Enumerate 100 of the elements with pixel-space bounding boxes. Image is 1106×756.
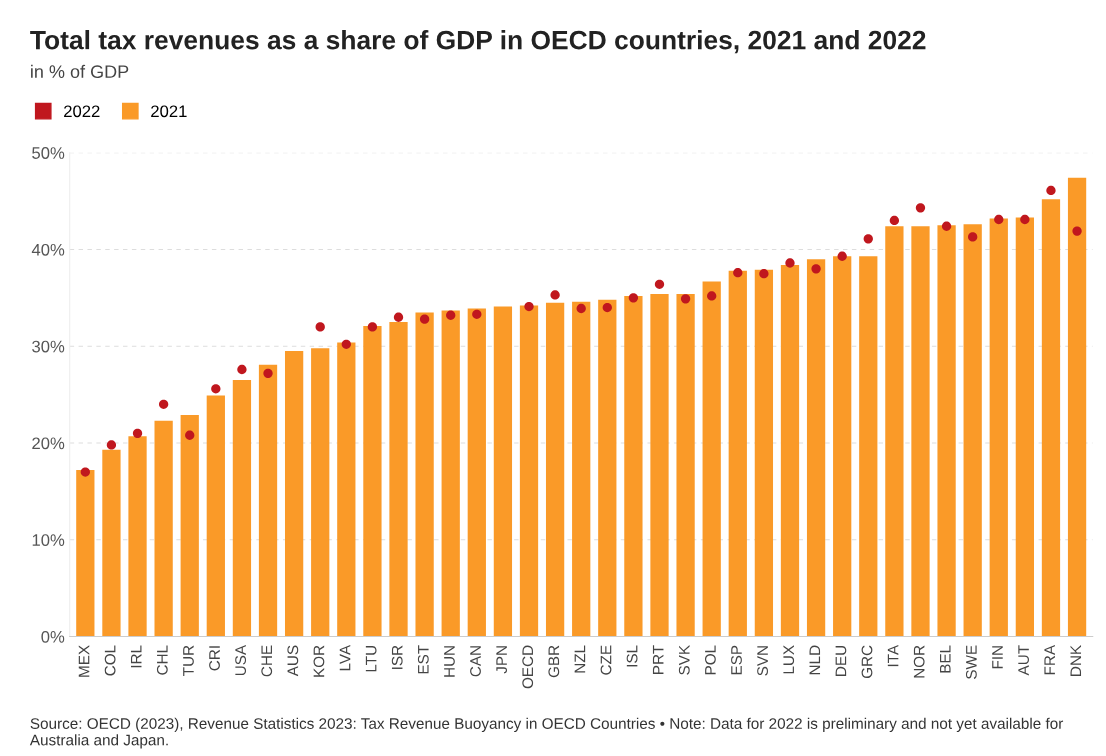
bar [754,269,774,637]
point [811,264,821,274]
bar [493,306,513,637]
x-tick-label: KOR [313,645,325,677]
bar [363,325,382,637]
point [889,215,900,226]
y-tick-label: 50% [32,147,65,159]
x-tick-label: CHE [261,645,273,677]
bar [963,224,982,637]
point [132,428,143,438]
point [341,339,351,349]
source-note: Source: OECD (2023), Revenue Statistics 2023: Tax Revenue Buoyancy in OECD Countries • Note: Data for 2022 is preliminary and not yet available for Australia and Japan. [29,717,1064,749]
x-tick-label: IRL [130,645,142,668]
y-tick-label: 20% [32,437,65,450]
point [237,364,247,375]
x-tick-label: DNK [1070,645,1082,676]
point [628,293,639,303]
point [707,291,717,301]
bar [650,293,669,637]
bar [885,226,904,637]
x-tick-label: SVN [757,646,768,676]
point [315,322,325,332]
bar [76,470,95,637]
bar [311,348,330,637]
point [80,467,90,477]
x-tick-label: SWE [965,645,977,679]
x-tick-label: POL [704,645,716,675]
chart-subtitle: in % of GDP [31,64,129,79]
point [106,440,117,450]
bar [624,295,643,637]
x-tick-label: MEX [78,645,90,677]
bar [441,310,460,637]
bar [232,380,252,637]
x-tick-label: LTU [365,646,377,672]
x-tick-label: FIN [992,646,1003,669]
point [680,294,691,304]
x-tick-label: CAN [470,646,481,677]
bar [572,301,591,637]
point [446,310,456,320]
bar [519,305,539,637]
point [211,384,221,394]
x-tick-label: ISR [391,645,403,669]
bar [206,395,225,637]
x-tick-label: NZL [574,645,586,673]
x-tick-label: COL [104,645,116,676]
bar [154,420,173,637]
point [1046,185,1056,196]
point [393,312,404,322]
point [472,309,482,319]
bar [180,414,199,637]
bar [780,264,800,637]
x-tick-label: LVA [339,644,351,671]
x-tick-label: NOR [913,645,925,678]
bar [833,256,852,637]
x-tick-label: EST [417,645,429,674]
point [602,302,612,313]
bar [598,299,617,637]
bar [415,312,434,637]
x-tick-label: GRC [861,645,873,679]
x-tick-label: AUS [287,645,299,677]
point [367,322,378,332]
point [968,232,978,242]
x-tick-label: JPN [496,646,508,674]
legend-label: 2021 [151,105,187,118]
x-tick-label: BEL [940,645,951,673]
point [158,399,169,409]
bar [1067,177,1087,637]
bar [859,256,878,637]
x-tick-label: TUR [183,645,194,676]
point [941,221,952,231]
point [759,269,769,279]
point [1020,214,1030,225]
y-tick-label: 40% [31,243,65,256]
chart-title: Total tax revenues as a share of GDP in OECD countries, 2021 and 2022 [30,30,926,54]
x-tick-label: SVK [678,645,690,675]
bar [389,322,408,637]
point [576,303,586,314]
point [1072,226,1082,236]
x-tick-label: FRA [1044,644,1055,675]
x-tick-label: ESP [731,645,742,675]
bar [676,293,695,637]
y-tick-label: 0% [41,630,65,643]
point [654,279,665,289]
bar [1041,199,1061,637]
bar [702,281,721,637]
bar [467,308,486,637]
x-tick-label: DEU [835,646,847,676]
point [863,234,873,244]
x-tick-label: ITA [887,644,899,667]
bar [806,259,826,637]
x-tick-label: CZE [600,645,612,675]
x-tick-label: GBR [548,645,560,678]
point [524,301,534,312]
point [550,290,560,300]
bar [102,449,121,637]
bar [937,225,956,637]
point [915,203,926,213]
bar [989,218,1008,637]
x-tick-label: LUX [783,645,795,674]
bar [337,342,356,637]
